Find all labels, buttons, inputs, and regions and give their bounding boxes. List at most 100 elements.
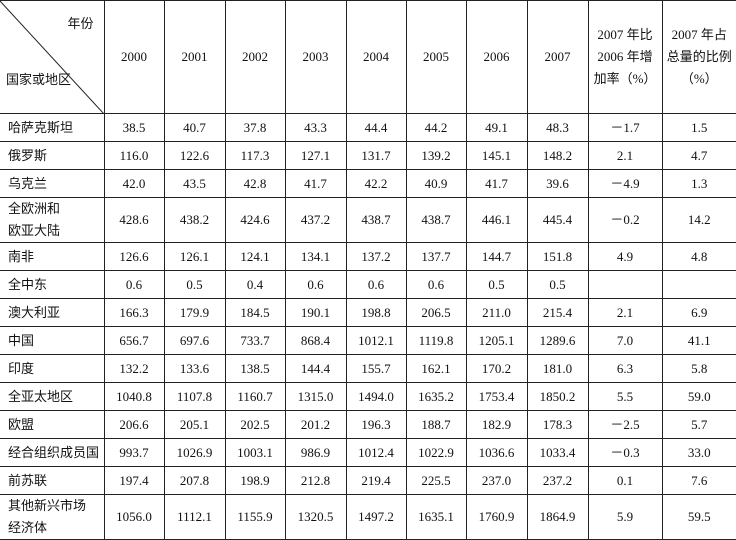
column-header: 2002: [225, 1, 285, 114]
cell: 1026.9: [164, 439, 225, 467]
row-name-line: 经合组织成员国: [8, 442, 104, 464]
cell: 202.5: [225, 411, 285, 439]
cell: 43.5: [164, 170, 225, 198]
header-line: 2000: [105, 46, 164, 68]
empty-cell: [662, 271, 736, 299]
cell: －2.5: [588, 411, 662, 439]
empty-cell: [588, 271, 662, 299]
header-line: 总量的比例: [663, 46, 736, 68]
row-name: 中国: [0, 327, 104, 355]
header-line: 加率（%）: [589, 68, 662, 90]
row-name: 哈萨克斯坦: [0, 114, 104, 142]
cell: 137.2: [346, 243, 406, 271]
cell: 6.9: [662, 299, 736, 327]
cell: 38.5: [104, 114, 164, 142]
cell: 438.2: [164, 198, 225, 243]
column-header: 2005: [406, 1, 466, 114]
cell: 0.6: [346, 271, 406, 299]
cell: 1205.1: [466, 327, 527, 355]
cell: 59.0: [662, 383, 736, 411]
cell: 41.1: [662, 327, 736, 355]
column-header: 2000: [104, 1, 164, 114]
cell: 5.5: [588, 383, 662, 411]
cell: 148.2: [527, 142, 588, 170]
cell: 166.3: [104, 299, 164, 327]
header-line: 2003: [286, 46, 346, 68]
cell: 116.0: [104, 142, 164, 170]
row-name: 印度: [0, 355, 104, 383]
cell: 190.1: [285, 299, 346, 327]
row-name: 全亚太地区: [0, 383, 104, 411]
cell: 43.3: [285, 114, 346, 142]
corner-bottom-label: 国家或地区: [6, 69, 71, 91]
cell: 124.1: [225, 243, 285, 271]
cell: 42.0: [104, 170, 164, 198]
cell: 5.8: [662, 355, 736, 383]
cell: 127.1: [285, 142, 346, 170]
row-name: 全欧洲和欧亚大陆: [0, 198, 104, 243]
cell: 7.0: [588, 327, 662, 355]
cell: 42.2: [346, 170, 406, 198]
cell: 993.7: [104, 439, 164, 467]
row-name-line: 欧盟: [8, 414, 104, 436]
cell: 179.9: [164, 299, 225, 327]
cell: 1320.5: [285, 495, 346, 540]
row-name-line: 全中东: [8, 274, 104, 296]
cell: 1289.6: [527, 327, 588, 355]
cell: 656.7: [104, 327, 164, 355]
column-header: 2007: [527, 1, 588, 114]
cell: 1155.9: [225, 495, 285, 540]
column-header: 2006: [466, 1, 527, 114]
cell: 7.6: [662, 467, 736, 495]
row-name-line: 俄罗斯: [8, 145, 104, 167]
cell: 1494.0: [346, 383, 406, 411]
row-name-line: 全欧洲和: [8, 198, 104, 220]
cell: 2.1: [588, 142, 662, 170]
cell: 1112.1: [164, 495, 225, 540]
cell: 201.2: [285, 411, 346, 439]
cell: 144.4: [285, 355, 346, 383]
cell: 37.8: [225, 114, 285, 142]
cell: 6.3: [588, 355, 662, 383]
cell: 207.8: [164, 467, 225, 495]
column-header: 2004: [346, 1, 406, 114]
cell: 59.5: [662, 495, 736, 540]
row-name: 经合组织成员国: [0, 439, 104, 467]
header-line: 2007 年比: [589, 24, 662, 46]
cell: －1.7: [588, 114, 662, 142]
cell: 39.6: [527, 170, 588, 198]
cell: 40.7: [164, 114, 225, 142]
cell: 0.1: [588, 467, 662, 495]
header-line: 2002: [226, 46, 285, 68]
header-line: 2001: [165, 46, 225, 68]
cell: 2.1: [588, 299, 662, 327]
cell: 1056.0: [104, 495, 164, 540]
corner-top-label: 年份: [67, 13, 93, 35]
row-name: 俄罗斯: [0, 142, 104, 170]
cell: 198.8: [346, 299, 406, 327]
cell: 155.7: [346, 355, 406, 383]
header-line: 2006 年增: [589, 46, 662, 68]
cell: 0.4: [225, 271, 285, 299]
cell: 1107.8: [164, 383, 225, 411]
cell: 4.9: [588, 243, 662, 271]
cell: 41.7: [466, 170, 527, 198]
cell: 219.4: [346, 467, 406, 495]
corner-cell: 年份国家或地区: [0, 1, 104, 114]
cell: 1012.1: [346, 327, 406, 355]
cell: 151.8: [527, 243, 588, 271]
cell: 424.6: [225, 198, 285, 243]
cell: 1033.4: [527, 439, 588, 467]
row-name-line: 全亚太地区: [8, 386, 104, 408]
row-name-line: 南非: [8, 246, 104, 268]
row-name-line: 其他新兴市场: [8, 495, 104, 517]
cell: 132.2: [104, 355, 164, 383]
